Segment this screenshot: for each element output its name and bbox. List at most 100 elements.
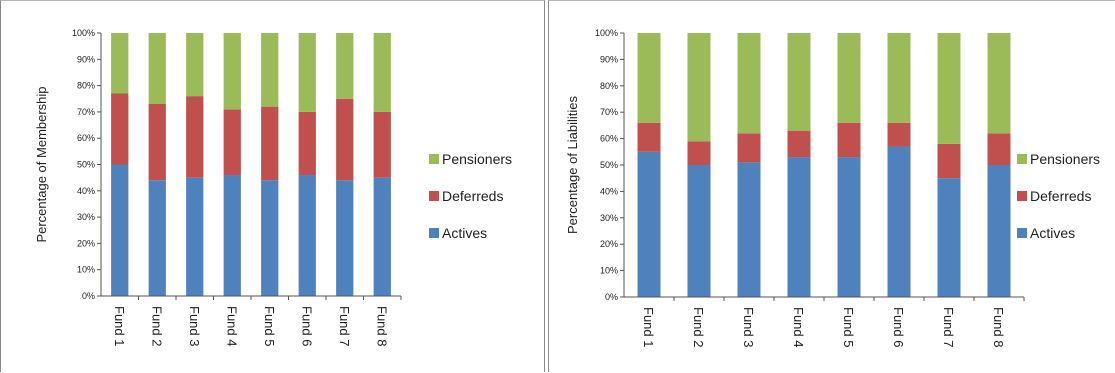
bar-pensioners-7	[937, 33, 961, 144]
bar-actives-1	[111, 164, 129, 296]
bar-deferreds-5	[261, 106, 279, 181]
bar-actives-3	[186, 177, 204, 296]
bar-actives-7	[336, 180, 354, 296]
x-tick-label: Fund 6	[299, 306, 314, 346]
y-axis-title: Percentage of Membership	[34, 86, 49, 242]
y-axis-title: Percentage of Liabilities	[565, 95, 580, 234]
x-tick-label: Fund 8	[991, 307, 1006, 347]
legend-swatch-pensioners	[1017, 154, 1027, 164]
x-tick-label: Fund 5	[262, 306, 277, 346]
bar-deferreds-1	[637, 122, 661, 152]
bar-deferreds-6	[887, 122, 911, 147]
y-tick-label: 20%	[600, 239, 618, 249]
bar-deferreds-2	[148, 104, 166, 181]
x-tick-label: Fund 4	[224, 306, 239, 346]
x-tick-label: Fund 3	[187, 306, 202, 346]
y-tick-label: 80%	[600, 81, 618, 91]
x-tick-label: Fund 2	[691, 307, 706, 347]
membership-chart: 0% 10% 20% 30% 40% 50% 60% 70% 80% 90% 100% Percent…	[34, 28, 512, 346]
y-tick-label: 60%	[77, 133, 95, 143]
y-tick-label: 100%	[72, 28, 95, 38]
bar-actives-4	[223, 175, 241, 296]
membership-chart-panel: 0% 10% 20% 30% 40% 50% 60% 70% 80% 90% 100% Percent…	[0, 0, 545, 372]
legend-label-pensioners: Pensioners	[442, 151, 512, 167]
bar-actives-7	[937, 178, 961, 297]
bar-deferreds-3	[186, 96, 204, 178]
x-tick-label: Fund 7	[337, 306, 352, 346]
bar-actives-5	[837, 157, 861, 297]
bar-pensioners-3	[186, 33, 204, 97]
legend-label-actives: Actives	[442, 225, 487, 241]
legend-swatch-deferreds	[429, 191, 439, 201]
bar-pensioners-5	[261, 33, 279, 107]
x-tick-label: Fund 3	[741, 307, 756, 347]
y-tick-label: 0%	[82, 291, 95, 301]
x-tick-label: Fund 5	[841, 307, 856, 347]
bar-actives-5	[261, 180, 279, 296]
bar-actives-1	[637, 151, 661, 297]
bar-actives-4	[787, 157, 811, 297]
bar-actives-3	[737, 162, 761, 297]
bar-deferreds-4	[223, 109, 241, 176]
y-tick-label: 10%	[600, 266, 618, 276]
bar-pensioners-8	[373, 33, 391, 112]
y-tick-label: 100%	[595, 28, 618, 38]
bar-pensioners-1	[637, 33, 661, 123]
bar-deferreds-1	[111, 93, 129, 165]
bar-actives-8	[987, 165, 1011, 297]
bar-actives-6	[887, 146, 911, 297]
bar-pensioners-6	[298, 33, 316, 112]
bar-pensioners-3	[737, 33, 761, 134]
y-tick-label: 10%	[77, 265, 95, 275]
legend-swatch-actives	[1017, 228, 1027, 238]
bar-pensioners-1	[111, 33, 129, 94]
bar-deferreds-2	[687, 141, 711, 165]
bar-deferreds-5	[837, 122, 861, 158]
y-tick-label: 30%	[77, 212, 95, 222]
bar-deferreds-7	[937, 143, 961, 179]
bar-deferreds-6	[298, 111, 316, 176]
bar-actives-2	[148, 180, 166, 296]
y-tick-label: 20%	[77, 238, 95, 248]
y-tick-label: 60%	[600, 134, 618, 144]
legend-swatch-deferreds	[1017, 191, 1027, 201]
y-tick-label: 0%	[605, 292, 618, 302]
bar-deferreds-8	[373, 111, 391, 178]
x-tick-label: Fund 1	[641, 307, 656, 347]
x-tick-label: Fund 7	[941, 307, 956, 347]
bar-pensioners-4	[223, 33, 241, 110]
y-tick-label: 40%	[600, 186, 618, 196]
y-tick-label: 90%	[77, 54, 95, 64]
y-tick-label: 40%	[77, 186, 95, 196]
y-tick-label: 30%	[600, 213, 618, 223]
bar-deferreds-4	[787, 130, 811, 158]
liabilities-chart-panel: 0% 10% 20% 30% 40% 50% 60% 70% 80% 90% 100% Percent…	[548, 0, 1115, 372]
x-tick-label: Fund 1	[112, 306, 127, 346]
y-tick-label: 80%	[77, 81, 95, 91]
bar-pensioners-2	[687, 33, 711, 142]
legend-label-pensioners: Pensioners	[1030, 151, 1100, 167]
x-tick-label: Fund 2	[149, 306, 164, 346]
bar-pensioners-8	[987, 33, 1011, 134]
bar-deferreds-8	[987, 133, 1011, 165]
legend-label-actives: Actives	[1030, 225, 1075, 241]
y-tick-label: 90%	[600, 54, 618, 64]
legend-label-deferreds: Deferreds	[1030, 188, 1091, 204]
legend-swatch-pensioners	[429, 154, 439, 164]
bar-pensioners-4	[787, 33, 811, 131]
bar-deferreds-7	[336, 98, 354, 181]
bar-pensioners-2	[148, 33, 166, 105]
liabilities-chart: 0% 10% 20% 30% 40% 50% 60% 70% 80% 90% 100% Percent…	[565, 28, 1100, 347]
y-tick-label: 70%	[77, 107, 95, 117]
bar-pensioners-6	[887, 33, 911, 123]
y-tick-label: 50%	[600, 160, 618, 170]
bar-pensioners-7	[336, 33, 354, 99]
y-tick-label: 70%	[600, 107, 618, 117]
bar-deferreds-3	[737, 133, 761, 163]
bar-actives-8	[373, 177, 391, 296]
y-tick-label: 50%	[77, 160, 95, 170]
legend-swatch-actives	[429, 228, 439, 238]
bar-actives-2	[687, 165, 711, 297]
x-tick-label: Fund 8	[374, 306, 389, 346]
x-tick-label: Fund 6	[891, 307, 906, 347]
